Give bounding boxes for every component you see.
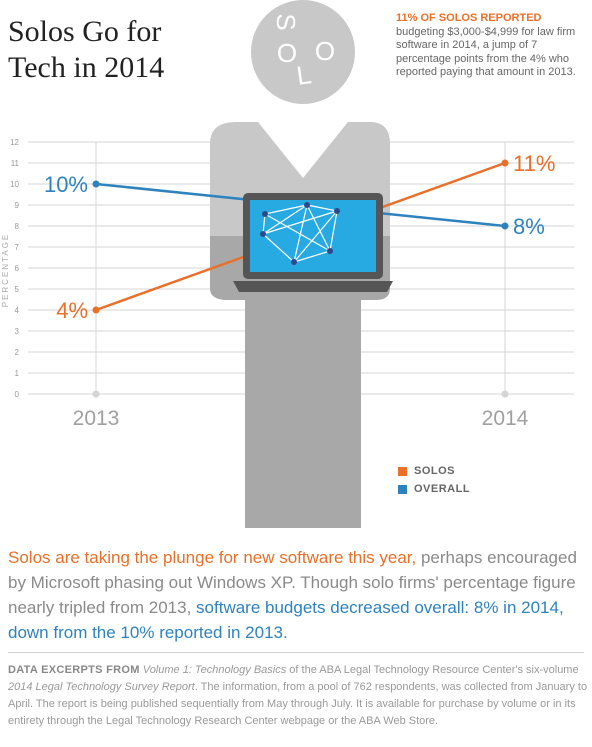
footnote: DATA EXCERPTS FROM Volume 1: Technology …	[8, 662, 588, 730]
laptop-icon	[233, 193, 393, 292]
head-letter-3: L	[295, 59, 314, 91]
head-shape	[251, 0, 355, 104]
network-graphic	[262, 204, 338, 263]
y-tick-label-1: 1	[15, 369, 20, 378]
data-point-solos-2013	[92, 306, 100, 314]
data-label-solos-2013: 4%	[56, 298, 88, 323]
footnote-volume-title: Volume 1: Technology Basics	[139, 664, 287, 676]
x-axis-dot-1	[501, 390, 509, 398]
x-axis-dot-0	[92, 390, 100, 398]
callout-note: 11% OF SOLOS REPORTED budgeting $3,000-$…	[396, 12, 586, 80]
legend-swatch-overall	[398, 484, 407, 494]
legend-item-solos: SOLOS	[398, 462, 470, 480]
x-tick-label-2014: 2014	[482, 407, 529, 430]
y-tick-label-7: 7	[15, 243, 20, 252]
y-tick-label-5: 5	[15, 285, 20, 294]
head-letter-4: O	[315, 36, 335, 66]
y-tick-label-8: 8	[15, 222, 20, 231]
footnote-text-1: of the ABA Legal Technology Resource Cen…	[286, 664, 579, 676]
x-tick-label-2013: 2013	[73, 407, 120, 430]
body-highlight-overall: software budgets decreased overall: 8% i…	[8, 598, 564, 642]
callout-heading: 11% OF SOLOS REPORTED	[396, 12, 542, 24]
network-nodes	[260, 202, 340, 265]
data-point-overall-2014	[501, 222, 509, 230]
x-tick-labels: 2013 2014	[73, 407, 529, 430]
data-points	[92, 159, 509, 314]
body-paragraph: Solos are taking the plunge for new soft…	[8, 545, 588, 645]
data-labels: 4% 11% 10% 8%	[44, 151, 555, 323]
laptop-base	[233, 281, 393, 292]
head-letter-1: S	[271, 13, 301, 30]
data-label-overall-2013: 10%	[44, 172, 88, 197]
title-line-1: Solos Go for	[8, 15, 162, 48]
y-tick-label-4: 4	[15, 306, 20, 315]
head-letter-2: O	[277, 38, 297, 68]
laptop-screen	[250, 200, 376, 272]
data-point-solos-2014	[501, 159, 509, 167]
callout-text: budgeting $3,000-$4,999 for law firm sof…	[396, 25, 576, 79]
collar-shape	[258, 122, 348, 178]
data-label-overall-2014: 8%	[513, 214, 545, 239]
y-tick-label-3: 3	[15, 327, 20, 336]
body-text-middle: perhaps encouraged by Microsoft phasing …	[8, 548, 577, 617]
torso-lower-shade	[210, 236, 390, 528]
y-tick-label-10: 10	[10, 180, 19, 189]
y-tick-label-12: 12	[10, 138, 19, 147]
person-figure-illustration: S O L O	[210, 0, 390, 528]
page-title: Solos Go for Tech in 2014	[8, 14, 164, 86]
title-line-2: Tech in 2014	[8, 51, 165, 84]
y-tick-label-11: 11	[11, 159, 20, 168]
head-lettering: S O L O	[271, 13, 335, 91]
y-axis-label: PERCENTAGE	[1, 233, 10, 308]
y-tick-label-2: 2	[15, 348, 20, 357]
footnote-text-2: . The information, from a pool of 762 re…	[8, 681, 588, 727]
y-tick-label-6: 6	[15, 264, 20, 273]
footnote-report-title: 2014 Legal Technology Survey Report	[8, 681, 195, 693]
legend-label-solos: SOLOS	[414, 465, 456, 477]
legend-label-overall: OVERALL	[414, 483, 471, 495]
legend: SOLOS OVERALL	[398, 462, 470, 498]
body-highlight-solos: Solos are taking the plunge for new soft…	[8, 548, 417, 567]
divider	[8, 652, 584, 653]
footnote-lead: DATA EXCERPTS FROM	[8, 664, 140, 676]
data-label-solos-2014: 11%	[513, 151, 555, 176]
data-point-overall-2013	[92, 180, 100, 188]
legend-item-overall: OVERALL	[398, 480, 470, 498]
legend-swatch-solos	[398, 466, 407, 476]
y-tick-label-0: 0	[15, 390, 20, 399]
y-tick-label-9: 9	[15, 201, 20, 210]
